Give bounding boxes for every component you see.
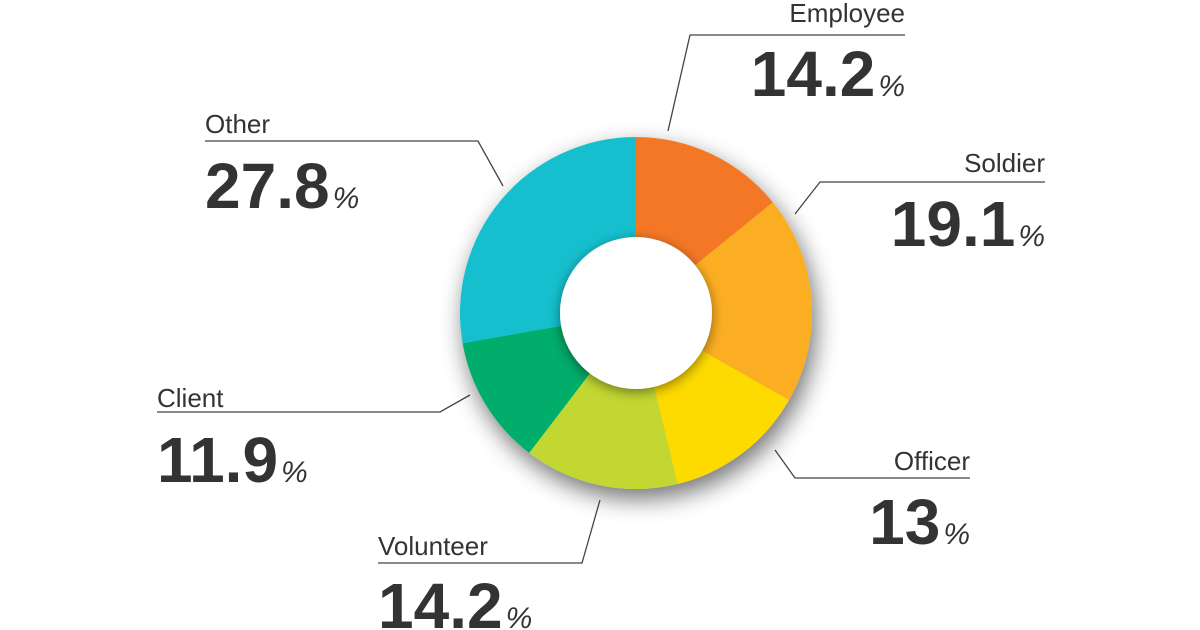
slice-label-officer: Officer xyxy=(894,446,970,476)
leader-line-employee xyxy=(667,34,905,132)
slice-volunteer xyxy=(529,373,678,489)
slice-value-officer: 13% xyxy=(869,486,970,558)
slice-label-volunteer: Volunteer xyxy=(378,531,488,561)
slice-label-soldier: Soldier xyxy=(964,148,1045,178)
slice-value-volunteer: 14.2% xyxy=(378,570,532,630)
slice-officer xyxy=(653,350,789,485)
slice-value-soldier: 19.1% xyxy=(891,188,1045,260)
percent-unit: % xyxy=(506,602,533,630)
labels-layer: Employee 14.2 % Soldier 19.1 % Officer 13 % Volun… xyxy=(157,0,1045,630)
slice-soldier xyxy=(695,202,813,401)
slices-layer xyxy=(460,137,813,489)
leader-line-client xyxy=(157,394,471,413)
percent-unit: % xyxy=(1018,220,1045,253)
leader-line-soldier xyxy=(794,181,1045,215)
donut-hole xyxy=(560,237,712,389)
slice-employee xyxy=(636,137,773,266)
percent-unit: % xyxy=(281,456,308,489)
slice-value-other: 27.8% xyxy=(205,150,359,222)
leader-line-volunteer xyxy=(378,499,601,564)
slice-other xyxy=(460,137,636,344)
leader-line-officer xyxy=(774,449,970,479)
slice-value-employee: 14.2% xyxy=(751,38,905,110)
percent-unit: % xyxy=(943,518,970,551)
slice-value-client: 11.9% xyxy=(157,424,308,496)
leader-line-other xyxy=(205,140,504,187)
slice-label-employee: Employee xyxy=(789,0,905,28)
percent-unit: % xyxy=(333,182,360,215)
slice-client xyxy=(462,326,590,453)
slice-label-client: Client xyxy=(157,383,224,413)
slice-label-other: Other xyxy=(205,109,270,139)
percent-unit: % xyxy=(878,70,905,103)
